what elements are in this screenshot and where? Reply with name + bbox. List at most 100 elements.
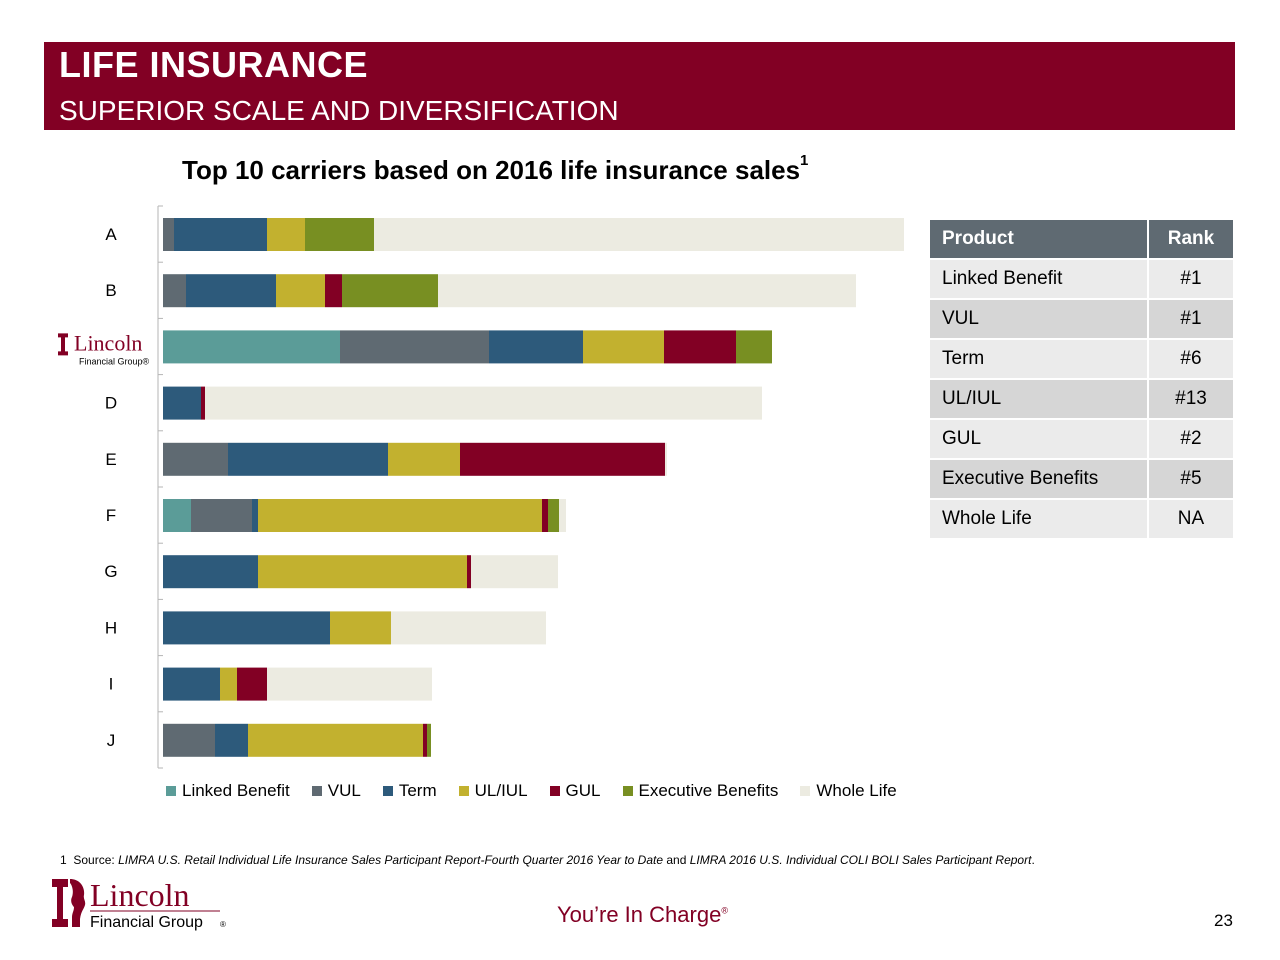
product-cell: Executive Benefits: [928, 458, 1149, 500]
bar-segment-vul: [163, 218, 174, 251]
tagline-text: You’re In Charge: [557, 902, 722, 927]
chart-title: Top 10 carriers based on 2016 life insur…: [182, 152, 809, 186]
bar-segment-term: [228, 442, 388, 476]
bar-segment-ul-iul: [258, 499, 542, 532]
rank-cell: #6: [1147, 338, 1235, 380]
bar-segment-whole-life: [391, 611, 546, 645]
table-row: Whole Life NA: [928, 498, 1235, 540]
bar-segment-gul: [201, 386, 205, 420]
page-subtitle: SUPERIOR SCALE AND DIVERSIFICATION: [59, 95, 619, 126]
bar-segment-vul: [163, 723, 215, 757]
table-row: Executive Benefits #5: [928, 458, 1235, 500]
legend-item: UL/IUL: [458, 781, 528, 801]
product-cell: UL/IUL: [928, 378, 1149, 420]
legend-item: VUL: [311, 781, 361, 801]
bar-segment-executive-benefits: [548, 499, 559, 532]
legend-item: Linked Benefit: [166, 781, 290, 801]
bar-segment-term: [163, 386, 201, 420]
legend-label: Executive Benefits: [638, 781, 779, 800]
bar-segment-term: [252, 499, 258, 532]
bar-segment-whole-life: [471, 555, 558, 589]
page-title: LIFE INSURANCE: [59, 44, 369, 85]
bar-segment-gul: [664, 330, 736, 364]
category-logo-name-line2: Financial Group®: [79, 356, 150, 366]
lincoln-silhouette-icon: [52, 879, 86, 927]
table-header-rank: Rank: [1147, 218, 1235, 260]
bar-segment-term: [163, 667, 220, 701]
bar-segment-ul-iul: [276, 274, 325, 308]
table-row: VUL #1: [928, 298, 1235, 340]
table-row: UL/IUL #13: [928, 378, 1235, 420]
legend-label: Term: [398, 781, 437, 800]
product-rank-table: Product Rank Linked Benefit #1 VUL #1 Term…: [928, 218, 1235, 540]
bar-segment-executive-benefits: [427, 723, 431, 757]
category-label: G: [104, 562, 117, 581]
rank-cell: #5: [1147, 458, 1235, 500]
bar-segment-executive-benefits: [305, 218, 374, 251]
bar-segment-whole-life: [665, 442, 667, 476]
bar-segment-gul: [237, 667, 267, 701]
category-label: F: [106, 506, 116, 525]
legend-label: Whole Life: [816, 781, 897, 800]
bar-segment-executive-benefits: [736, 330, 772, 364]
legend-swatch: [458, 786, 469, 796]
table-row: GUL #2: [928, 418, 1235, 460]
legend-item: Executive Benefits: [622, 781, 779, 801]
bar-segment-whole-life: [438, 274, 856, 308]
category-logo-silhouette-icon: [58, 333, 68, 356]
bar-segment-whole-life: [374, 218, 904, 251]
bar-segment-gul: [467, 555, 471, 589]
bar-segment-term: [215, 723, 248, 757]
bar-segment-term: [174, 218, 267, 251]
bar-segment-gul: [542, 499, 548, 532]
category-label: D: [105, 394, 117, 413]
product-cell: Whole Life: [928, 498, 1149, 540]
bar-segment-gul: [460, 442, 665, 476]
bar-segment-vul: [340, 330, 489, 364]
category-label: A: [105, 225, 117, 244]
table-header-product: Product: [928, 218, 1149, 260]
bar-segment-whole-life: [205, 386, 762, 420]
bar-segment-vul: [163, 442, 228, 476]
bar-segment-gul: [325, 274, 342, 308]
chart-legend: Linked Benefit VUL Term UL/IUL GUL Execu…: [166, 781, 897, 801]
bar-segment-ul-iul: [258, 555, 467, 589]
bar-segment-term: [163, 611, 330, 645]
footnote-source-1: LIMRA U.S. Retail Individual Life Insura…: [118, 853, 664, 867]
product-cell: Linked Benefit: [928, 258, 1149, 300]
category-label: H: [105, 618, 117, 637]
legend-label: VUL: [327, 781, 361, 800]
category-label: I: [109, 675, 114, 694]
legend-label: UL/IUL: [474, 781, 528, 800]
bar-segment-ul-iul: [220, 667, 237, 701]
bar-segment-linked-benefit: [163, 330, 340, 364]
bar-segment-linked-benefit: [163, 499, 191, 532]
bar-segment-whole-life: [267, 667, 432, 701]
rank-cell: #13: [1147, 378, 1235, 420]
legend-swatch: [549, 786, 560, 796]
bar-segment-gul: [423, 723, 427, 757]
footnote-prefix: Source:: [73, 853, 119, 867]
product-cell: GUL: [928, 418, 1149, 460]
rank-cell: NA: [1147, 498, 1235, 540]
bar-segment-term: [163, 555, 258, 589]
bar-segment-ul-iul: [583, 330, 664, 364]
bar-segment-ul-iul: [330, 611, 391, 645]
rank-cell: #1: [1147, 258, 1235, 300]
header-band: [44, 42, 1235, 130]
legend-item: Term: [382, 781, 437, 801]
logo-registered-mark: ®: [220, 920, 226, 929]
bar-segment-whole-life: [559, 499, 566, 532]
bar-segment-term: [489, 330, 583, 364]
legend-swatch: [622, 786, 633, 796]
product-cell: VUL: [928, 298, 1149, 340]
footnote-connector: and: [663, 853, 690, 867]
source-footnote: 1 Source: LIMRA U.S. Retail Individual L…: [60, 853, 1035, 867]
category-label: J: [107, 731, 116, 750]
chart-title-footnote-marker: 1: [800, 152, 809, 170]
tagline-mark: ®: [721, 905, 728, 916]
legend-label: Linked Benefit: [182, 781, 290, 800]
footnote-source-2: LIMRA 2016 U.S. Individual COLI BOLI Sal…: [689, 853, 1032, 867]
